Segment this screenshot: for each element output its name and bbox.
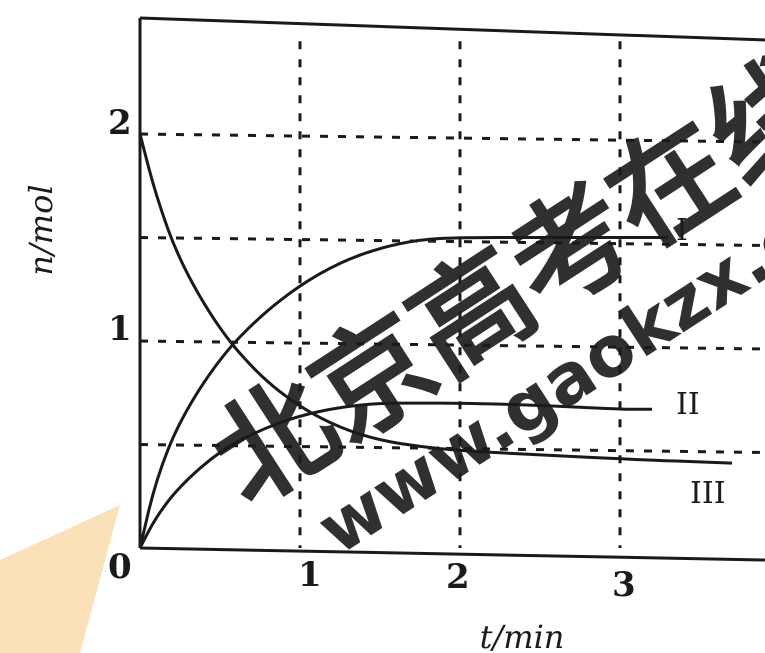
series-line-III	[138, 133, 733, 465]
series-line-I	[138, 235, 668, 549]
series-label-III: III	[690, 476, 726, 511]
grid-line-y-2	[139, 236, 765, 247]
origin-label: 0	[108, 547, 132, 587]
x-tick-label-1: 1	[298, 555, 322, 595]
series-group	[138, 133, 733, 549]
watermark: 北京高考在线 www.gaokzx.com	[188, 30, 765, 570]
orange-corner-decoration	[0, 505, 120, 653]
y-tick-label-2: 2	[108, 103, 132, 143]
x-tick-label-3: 3	[612, 565, 636, 605]
grid-line-y-3	[139, 132, 765, 144]
y-tick-label-1: 1	[108, 309, 132, 349]
grid-line-y-1	[139, 339, 765, 351]
x-tick-label-2: 2	[446, 557, 470, 597]
y-axis-label: n/mol	[22, 184, 60, 275]
series-line-II	[138, 401, 652, 549]
x-axis-label: t/min	[480, 618, 565, 653]
plot-frame	[138, 16, 765, 562]
series-label-II: II	[676, 387, 700, 422]
series-label-I: I	[676, 213, 688, 248]
